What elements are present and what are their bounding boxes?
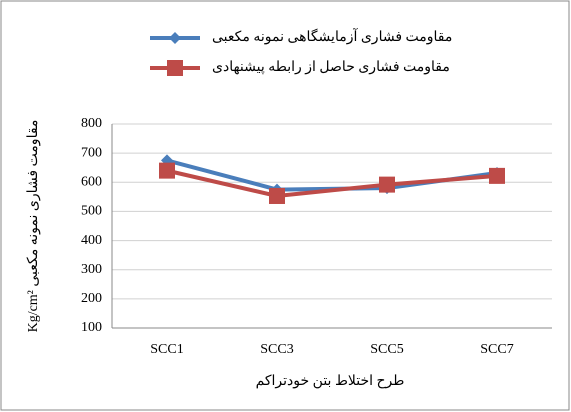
x-tick-label: SCC3 (260, 342, 293, 357)
y-tick-label: 400 (81, 233, 102, 248)
x-tick-label: SCC5 (370, 342, 403, 357)
x-tick-label: SCC1 (150, 342, 183, 357)
y-axis-label: Kg/cm² مقاومت فشاری نمونه مکعبی (26, 120, 41, 333)
legend-marker (169, 32, 181, 44)
legend-label: مقاومت فشاری حاصل از رابطه پیشنهادی (212, 60, 450, 75)
series-line (166, 168, 498, 199)
legend-label: مقاومت فشاری آزمایشگاهی نمونه مکعبی (212, 27, 452, 45)
data-point (379, 176, 395, 193)
y-tick-label: 700 (81, 145, 102, 160)
x-axis-label: طرح اختلاط بتن خودتراکم (256, 374, 405, 389)
legend-marker (167, 60, 183, 76)
y-tick-label: 600 (81, 175, 102, 190)
data-point (269, 187, 285, 204)
y-tick-label: 300 (81, 262, 102, 277)
data-point (489, 167, 505, 184)
y-tick-label: 100 (81, 320, 102, 335)
y-tick-label: 800 (81, 116, 102, 131)
data-point (159, 162, 175, 179)
y-tick-label: 200 (81, 291, 102, 306)
x-tick-label: SCC7 (480, 342, 513, 357)
y-tick-label: 500 (81, 204, 102, 219)
